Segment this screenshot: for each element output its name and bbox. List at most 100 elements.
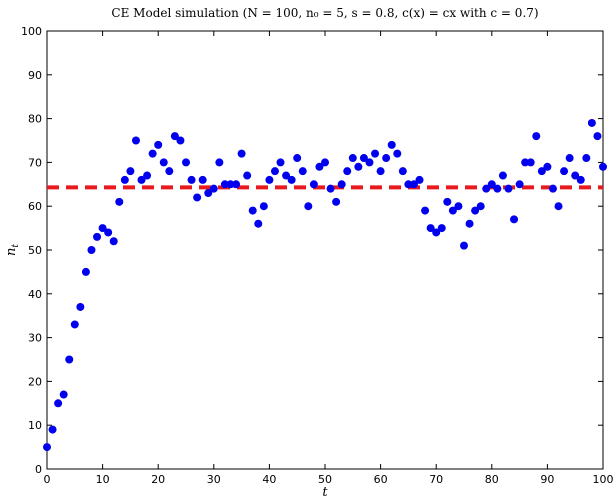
data-point bbox=[465, 219, 474, 228]
data-point bbox=[148, 149, 157, 158]
y-tick-label: 30 bbox=[28, 332, 42, 345]
data-point bbox=[548, 184, 557, 193]
x-tick-label: 20 bbox=[151, 473, 165, 486]
data-point bbox=[443, 197, 452, 206]
data-point bbox=[232, 180, 241, 189]
data-point bbox=[582, 154, 591, 163]
data-point bbox=[204, 189, 213, 198]
x-tick-label: 30 bbox=[207, 473, 221, 486]
data-point bbox=[93, 232, 102, 241]
data-point bbox=[48, 425, 57, 434]
data-point bbox=[165, 167, 174, 176]
data-point bbox=[287, 175, 296, 184]
data-point bbox=[359, 154, 368, 163]
y-axis-label: nt bbox=[4, 244, 21, 256]
data-point bbox=[304, 202, 313, 211]
data-point bbox=[554, 202, 563, 211]
data-point bbox=[209, 184, 218, 193]
data-point bbox=[98, 224, 107, 233]
data-point bbox=[237, 149, 246, 158]
y-tick-label: 40 bbox=[28, 288, 42, 301]
data-point bbox=[154, 140, 163, 149]
data-point bbox=[315, 162, 324, 171]
data-point bbox=[421, 206, 430, 215]
data-point bbox=[198, 175, 207, 184]
data-point bbox=[543, 162, 552, 171]
data-point bbox=[59, 390, 68, 399]
data-point bbox=[460, 241, 468, 250]
x-tick-label: 40 bbox=[262, 473, 276, 486]
data-point bbox=[432, 228, 441, 237]
data-point bbox=[515, 180, 524, 189]
data-point bbox=[593, 132, 602, 141]
data-point bbox=[526, 158, 535, 167]
x-tick-label: 60 bbox=[374, 473, 388, 486]
data-point bbox=[115, 197, 124, 206]
data-point bbox=[571, 171, 580, 180]
data-point bbox=[259, 202, 268, 211]
data-point bbox=[321, 158, 329, 167]
data-point bbox=[126, 167, 135, 176]
data-point bbox=[510, 215, 519, 224]
data-point bbox=[65, 355, 74, 364]
data-point bbox=[371, 149, 380, 158]
data-point bbox=[109, 237, 118, 246]
data-point bbox=[70, 320, 79, 329]
data-point bbox=[471, 206, 480, 215]
y-tick-label: 60 bbox=[28, 200, 42, 213]
y-tick-label: 80 bbox=[28, 113, 42, 126]
data-point bbox=[537, 167, 546, 176]
data-point bbox=[382, 154, 391, 163]
data-point bbox=[387, 140, 396, 149]
data-point bbox=[81, 267, 90, 276]
data-point bbox=[76, 302, 85, 311]
x-tick-label: 0 bbox=[44, 473, 51, 486]
y-tick-label: 50 bbox=[28, 244, 42, 257]
y-tick-label: 90 bbox=[28, 69, 42, 82]
data-point bbox=[137, 175, 146, 184]
data-point bbox=[487, 180, 496, 189]
data-point bbox=[398, 167, 407, 176]
data-point bbox=[282, 171, 291, 180]
data-point bbox=[448, 206, 457, 215]
data-point bbox=[176, 136, 185, 145]
x-tick-label: 90 bbox=[540, 473, 554, 486]
data-point bbox=[337, 180, 346, 189]
data-point bbox=[493, 184, 502, 193]
x-axis-label: t bbox=[322, 485, 328, 500]
y-tick-label: 70 bbox=[28, 156, 42, 169]
data-point bbox=[215, 158, 224, 167]
data-point bbox=[599, 162, 607, 171]
data-point bbox=[276, 158, 285, 167]
data-point bbox=[332, 197, 341, 206]
data-point bbox=[365, 158, 374, 167]
data-point bbox=[454, 202, 463, 211]
data-point bbox=[376, 167, 385, 176]
data-point bbox=[504, 184, 513, 193]
data-point bbox=[565, 154, 574, 163]
data-point bbox=[265, 175, 274, 184]
data-point bbox=[326, 184, 335, 193]
y-tick-label: 20 bbox=[28, 375, 42, 388]
data-point bbox=[187, 175, 196, 184]
chart-title: CE Model simulation (N = 100, n₀ = 5, s … bbox=[111, 6, 538, 20]
data-point bbox=[226, 180, 235, 189]
data-point bbox=[404, 180, 413, 189]
data-point bbox=[409, 180, 418, 189]
data-point bbox=[270, 167, 279, 176]
x-tick-label: 100 bbox=[593, 473, 614, 486]
y-tick-label: 0 bbox=[35, 463, 42, 476]
x-tick-label: 10 bbox=[96, 473, 110, 486]
axis-ticks: 0 10 20 30 40 50 60 70 80 90 100 0 10 20 30 40 50 60 70 80 9… bbox=[21, 25, 614, 486]
data-point bbox=[576, 175, 585, 184]
data-point bbox=[193, 193, 202, 202]
y-tick-label: 100 bbox=[21, 25, 42, 38]
data-point bbox=[182, 158, 190, 167]
data-point bbox=[426, 224, 435, 233]
data-point bbox=[120, 175, 129, 184]
y-tick-label: 10 bbox=[28, 419, 42, 432]
data-point bbox=[437, 224, 446, 233]
data-point bbox=[248, 206, 257, 215]
data-point bbox=[143, 171, 152, 180]
